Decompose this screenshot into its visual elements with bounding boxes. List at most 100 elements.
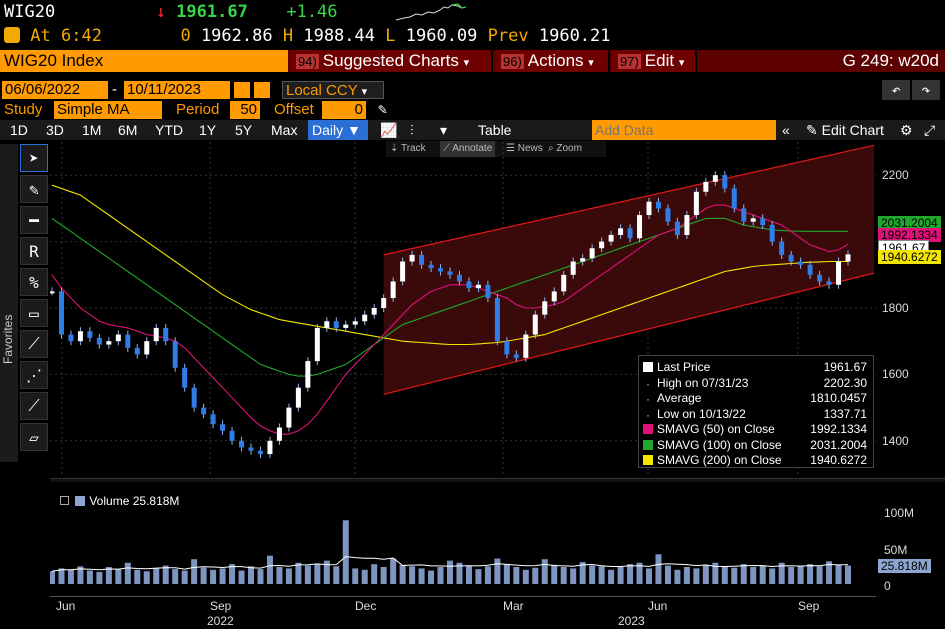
collapse-icon[interactable]: « bbox=[782, 122, 790, 138]
legend-row: · High on 07/31/23 bbox=[643, 376, 748, 391]
volume-bar bbox=[646, 568, 652, 584]
cursor-tool-icon[interactable]: ➤ bbox=[20, 144, 48, 172]
price-candle bbox=[68, 334, 74, 342]
volume-bar bbox=[143, 571, 150, 584]
legend-row: · Low on 10/13/22 bbox=[643, 407, 746, 422]
ruler-tool-icon[interactable]: ▱ bbox=[20, 423, 48, 451]
volume-bar bbox=[845, 565, 851, 584]
calendar-icon[interactable] bbox=[254, 82, 270, 98]
edit-menu[interactable]: 97) Edit ▾ bbox=[612, 50, 697, 72]
table-button[interactable]: Table bbox=[478, 122, 512, 138]
volume-bar bbox=[153, 568, 160, 584]
period-1d[interactable]: 1D bbox=[10, 122, 28, 138]
volume-bar bbox=[807, 564, 814, 584]
ray-tool-icon[interactable]: ⟋ bbox=[20, 392, 48, 420]
price-candle bbox=[438, 268, 444, 272]
channel-line[interactable] bbox=[383, 144, 875, 256]
period-input[interactable]: 50 bbox=[230, 101, 260, 119]
legend-label: Last Price bbox=[657, 360, 711, 374]
news-tool[interactable]: ☰ News bbox=[506, 143, 543, 154]
chart-type-dropdown[interactable]: ▾ bbox=[440, 122, 448, 138]
month-label: Jun bbox=[56, 599, 76, 613]
volume-bar bbox=[570, 568, 577, 584]
price-change: +1.46 bbox=[286, 2, 338, 22]
add-data-input[interactable] bbox=[592, 120, 776, 140]
zoom-tool[interactable]: ⌕ Zoom bbox=[548, 143, 582, 154]
year-label: 2023 bbox=[618, 614, 645, 628]
price-candle bbox=[798, 261, 804, 265]
pencil-icon[interactable]: ✎ bbox=[378, 100, 388, 118]
candles-icon[interactable]: ⫶ bbox=[410, 122, 414, 138]
collapse-icon[interactable] bbox=[60, 496, 69, 505]
price-chart[interactable] bbox=[50, 142, 876, 474]
pen-tool-icon[interactable]: ✎ bbox=[20, 175, 48, 203]
volume-bar bbox=[674, 569, 681, 584]
price-candle bbox=[513, 354, 519, 358]
panel-divider[interactable] bbox=[50, 478, 945, 482]
period-max[interactable]: Max bbox=[271, 122, 298, 138]
price-candle bbox=[722, 175, 728, 189]
frequency-select[interactable]: Daily ▼ bbox=[308, 120, 368, 140]
redo-button[interactable]: ↷ bbox=[912, 80, 940, 100]
offset-input[interactable]: 0 bbox=[322, 101, 366, 119]
trendline-tool-icon[interactable]: ⟋ bbox=[20, 330, 48, 358]
settings-icon[interactable]: ⚙ bbox=[900, 122, 913, 138]
volume-bar bbox=[835, 564, 842, 584]
actions-menu[interactable]: 96) Actions ▾ bbox=[495, 50, 610, 72]
hline-tool-icon[interactable]: ━ bbox=[20, 206, 48, 234]
security-title[interactable]: WIG20 Index bbox=[0, 50, 288, 72]
favorites-tab[interactable]: Favorites bbox=[0, 144, 18, 462]
percent-tool-icon[interactable]: % bbox=[20, 268, 48, 296]
news-label: News bbox=[517, 143, 543, 154]
month-label: Sep bbox=[798, 599, 820, 613]
calendar-icon[interactable] bbox=[234, 82, 250, 98]
study-select[interactable]: Simple MA bbox=[54, 101, 162, 119]
volume-bar bbox=[494, 558, 501, 584]
channel-tool-icon[interactable]: ⋰ bbox=[20, 361, 48, 389]
volume-bar bbox=[664, 565, 671, 584]
legend-row: SMAVG (100) on Close bbox=[643, 438, 782, 453]
price-candle bbox=[419, 254, 425, 265]
volume-bar bbox=[788, 567, 795, 584]
volume-bar bbox=[219, 568, 226, 584]
rectangle-tool-icon[interactable]: ▭ bbox=[20, 299, 48, 327]
price-candle bbox=[314, 327, 320, 362]
volume-bar bbox=[589, 565, 596, 584]
period-5y[interactable]: 5Y bbox=[235, 122, 253, 138]
volume-chart[interactable] bbox=[50, 484, 876, 594]
period-1m[interactable]: 1M bbox=[82, 122, 102, 138]
edit-chart-button[interactable]: ✎ Edit Chart bbox=[806, 122, 884, 138]
legend-value: 1961.67 bbox=[823, 360, 867, 374]
channel-line[interactable] bbox=[383, 272, 875, 395]
currency-select[interactable]: Local CCY ▾ bbox=[282, 81, 384, 99]
track-tool[interactable]: ⇣ Track bbox=[390, 143, 426, 154]
end-date-input[interactable]: 10/11/2023 bbox=[124, 81, 230, 99]
volume-tick: 100M bbox=[884, 506, 915, 520]
suggested-charts-menu[interactable]: 94) Suggested Charts ▾ bbox=[290, 50, 493, 72]
period-6m[interactable]: 6M bbox=[118, 122, 138, 138]
chart-legend[interactable]: Last Price 1961.67 · High on 07/31/23 2202.3… bbox=[638, 355, 874, 468]
favorites-label: Favorites bbox=[1, 314, 15, 364]
period-ytd[interactable]: YTD bbox=[155, 122, 183, 138]
start-date-input[interactable]: 06/06/2022 bbox=[2, 81, 108, 99]
price-candle bbox=[381, 298, 387, 308]
month-label: Dec bbox=[355, 599, 377, 613]
series-line bbox=[51, 184, 848, 346]
price-candle bbox=[769, 225, 775, 242]
text-tool-icon[interactable]: R bbox=[20, 237, 48, 265]
volume-bar bbox=[124, 562, 131, 584]
period-3d[interactable]: 3D bbox=[46, 122, 64, 138]
line-chart-icon[interactable]: 📈 bbox=[380, 122, 398, 138]
period-1y[interactable]: 1Y bbox=[199, 122, 217, 138]
price-candle bbox=[655, 201, 661, 209]
price-candle bbox=[125, 334, 131, 348]
price-candle bbox=[523, 334, 529, 358]
volume-bar bbox=[86, 570, 93, 584]
legend-row: SMAVG (50) on Close bbox=[643, 422, 775, 437]
undo-button[interactable]: ↶ bbox=[882, 80, 910, 100]
annotate-tool[interactable]: ⟋ Annotate bbox=[440, 141, 496, 157]
menu-bar: WIG20 Index 94) Suggested Charts ▾ 96) Act… bbox=[0, 50, 945, 72]
price-candle bbox=[817, 274, 823, 282]
price-candle bbox=[400, 261, 406, 282]
expand-icon[interactable]: ⤢ bbox=[924, 122, 936, 138]
